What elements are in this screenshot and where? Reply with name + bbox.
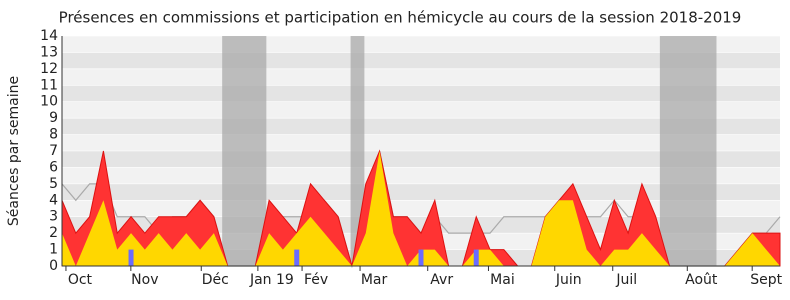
bar <box>128 249 134 266</box>
x-tick-label: Jan 19 <box>249 272 294 288</box>
shaded-range <box>222 36 267 266</box>
x-tick-label: Oct <box>68 272 93 288</box>
x-tick-label: Mar <box>361 272 388 288</box>
x-tick-label: Mai <box>490 272 515 288</box>
bar <box>294 249 300 266</box>
y-tick-label: 9 <box>49 110 58 126</box>
y-tick-label: 4 <box>49 192 58 208</box>
y-tick-label: 12 <box>40 61 58 77</box>
x-tick-label: Déc <box>202 272 229 288</box>
y-tick-label: 13 <box>40 44 58 60</box>
y-tick-label: 0 <box>49 258 58 274</box>
x-tick-label: Juin <box>555 272 582 288</box>
y-tick-label: 3 <box>49 209 58 225</box>
bar <box>473 249 479 266</box>
bar <box>418 249 424 266</box>
x-tick-label: Nov <box>131 272 158 288</box>
y-tick-label: 7 <box>49 143 58 159</box>
x-tick-label: Sept <box>750 272 782 288</box>
y-tick-label: 8 <box>49 127 58 143</box>
y-tick-label: 14 <box>40 28 58 44</box>
y-tick-label: 2 <box>49 225 58 241</box>
x-tick-label: Juil <box>615 272 637 288</box>
area <box>62 151 780 266</box>
shaded-range <box>659 36 717 266</box>
chart-title: Présences en commissions et participatio… <box>59 9 742 27</box>
y-axis-label: Séances par semaine <box>6 76 22 226</box>
y-tick-label: 1 <box>49 242 58 258</box>
y-tick-label: 6 <box>49 159 58 175</box>
y-tick-label: 10 <box>40 94 58 110</box>
x-tick-label: Avr <box>430 272 453 288</box>
x-tick-label: Août <box>685 272 718 288</box>
x-tick-label: Fév <box>304 272 328 288</box>
shaded-range <box>350 36 365 266</box>
y-tick-label: 5 <box>49 176 58 192</box>
y-tick-label: 11 <box>40 77 58 93</box>
